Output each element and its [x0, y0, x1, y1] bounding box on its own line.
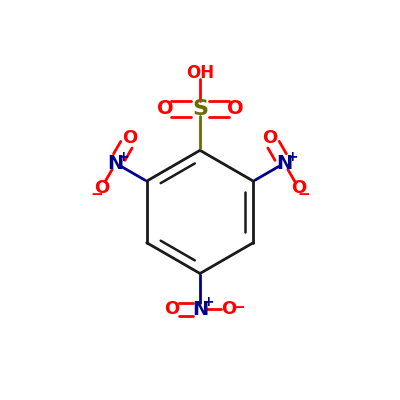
Text: −: − — [297, 187, 310, 202]
Text: +: + — [202, 296, 214, 310]
Text: +: + — [118, 150, 130, 164]
Text: N: N — [108, 154, 124, 173]
Text: O: O — [262, 130, 278, 148]
Text: O: O — [122, 130, 138, 148]
Text: −: − — [232, 300, 245, 315]
Text: N: N — [192, 300, 208, 319]
Text: O: O — [291, 179, 306, 197]
Text: N: N — [276, 154, 292, 173]
Text: O: O — [227, 99, 243, 118]
Text: O: O — [157, 99, 173, 118]
Text: O: O — [94, 179, 109, 197]
Text: O: O — [221, 300, 236, 318]
Text: S: S — [192, 99, 208, 119]
Text: +: + — [286, 150, 298, 164]
Text: OH: OH — [186, 64, 214, 82]
Text: −: − — [90, 187, 103, 202]
Text: O: O — [164, 300, 179, 318]
